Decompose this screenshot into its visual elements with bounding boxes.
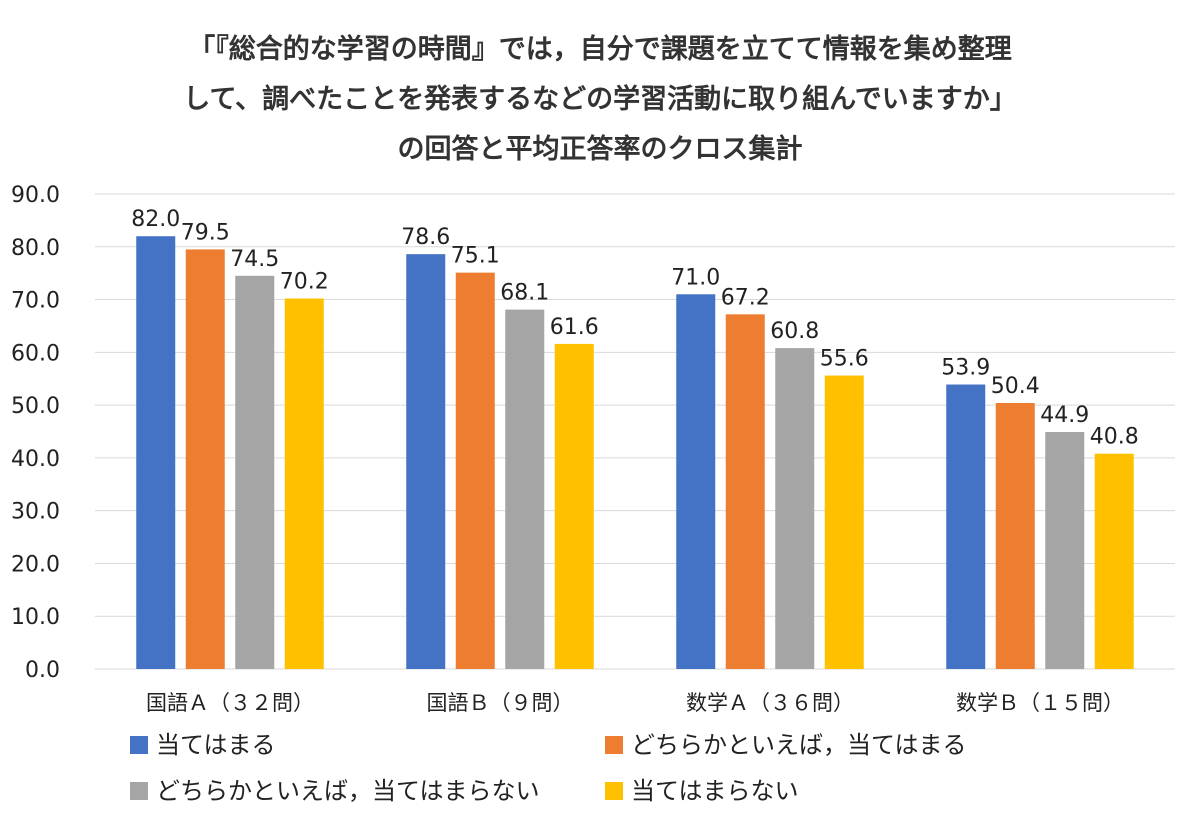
chart-title-line-3: の回答と平均正答率のクロス集計 xyxy=(398,133,803,165)
data-labels: 82.079.574.570.2 78.675.168.161.6 71.067.2… xyxy=(131,207,1138,449)
x-category-label: 数学Ａ（３６問） xyxy=(686,691,854,715)
data-label: 70.2 xyxy=(280,270,329,295)
bar-1-3 xyxy=(676,294,716,669)
data-label: 55.6 xyxy=(820,347,869,372)
chart-title: 「『総合的な学習の時間』では，自分で課題を立てて情報を集め整理して、調べたことを… xyxy=(183,33,1017,165)
data-label: 78.6 xyxy=(401,225,450,250)
bar-1-1 xyxy=(136,236,176,669)
y-tick-label: 0.0 xyxy=(25,658,60,683)
legend-label: どちらかといえば，当てはまる xyxy=(631,731,967,759)
data-label: 40.8 xyxy=(1090,425,1139,450)
y-tick-label: 60.0 xyxy=(11,341,60,366)
bar-4-3 xyxy=(824,375,864,669)
legend-swatch xyxy=(605,782,623,800)
data-label: 71.0 xyxy=(671,265,720,290)
x-category-label: 数学Ｂ（１５問） xyxy=(956,691,1124,715)
bar-3-3 xyxy=(775,348,815,669)
y-tick-label: 80.0 xyxy=(11,236,60,261)
data-label: 79.5 xyxy=(181,220,230,245)
bar-4-1 xyxy=(284,298,324,669)
y-tick-label: 20.0 xyxy=(11,552,60,577)
legend-label: どちらかといえば，当てはまらない xyxy=(156,777,540,805)
y-tick-label: 70.0 xyxy=(11,289,60,314)
bar-4-4 xyxy=(1094,453,1134,669)
bar-2-1 xyxy=(185,249,225,669)
bar-1-2 xyxy=(406,254,446,669)
y-tick-label: 10.0 xyxy=(11,605,60,630)
data-label: 50.4 xyxy=(991,374,1040,399)
data-label: 75.1 xyxy=(451,244,500,269)
bars xyxy=(136,236,1134,669)
bar-2-2 xyxy=(455,272,495,669)
bar-2-3 xyxy=(725,314,765,669)
chart-title-line-1: 「『総合的な学習の時間』では，自分で課題を立てて情報を集め整理 xyxy=(188,33,1012,65)
bar-4-2 xyxy=(554,343,594,669)
bar-3-1 xyxy=(235,275,275,669)
data-label: 68.1 xyxy=(500,281,549,306)
y-tick-label: 30.0 xyxy=(11,500,60,525)
legend-label: 当てはまる xyxy=(156,731,276,759)
data-label: 74.5 xyxy=(230,247,279,272)
legend-label: 当てはまらない xyxy=(631,777,799,805)
y-tick-label: 40.0 xyxy=(11,447,60,472)
bar-3-4 xyxy=(1045,432,1085,669)
data-label: 82.0 xyxy=(131,207,180,232)
x-category-label: 国語Ｂ（９問） xyxy=(427,691,574,715)
y-axis-ticks: 0.0 10.0 20.0 30.0 40.0 50.0 60.0 70.0 80.0 90.0 xyxy=(11,183,60,683)
data-label: 61.6 xyxy=(550,315,599,340)
grid-lines xyxy=(95,193,1175,670)
bar-3-2 xyxy=(505,309,545,669)
x-category-label: 国語Ａ（３２問） xyxy=(146,691,314,715)
x-axis-categories: 国語Ａ（３２問） 国語Ｂ（９問） 数学Ａ（３６問） 数学Ｂ（１５問） xyxy=(146,691,1124,715)
legend-item-3: どちらかといえば，当てはまらない xyxy=(130,777,540,805)
data-label: 60.8 xyxy=(770,319,819,344)
legend-swatch xyxy=(605,736,623,754)
data-label: 44.9 xyxy=(1040,403,1089,428)
legend-swatch xyxy=(130,782,148,800)
chart-title-line-2: して、調べたことを発表するなどの学習活動に取り組んでいますか」 xyxy=(183,83,1017,115)
legend-item-2: どちらかといえば，当てはまる xyxy=(605,731,967,759)
y-tick-label: 90.0 xyxy=(11,183,60,208)
y-tick-label: 50.0 xyxy=(11,394,60,419)
legend-item-4: 当てはまらない xyxy=(605,777,799,805)
legend-swatch xyxy=(130,736,148,754)
bar-2-4 xyxy=(995,403,1035,669)
data-label: 53.9 xyxy=(941,356,990,381)
bar-1-4 xyxy=(946,384,986,669)
legend-item-1: 当てはまる xyxy=(130,731,276,759)
data-label: 67.2 xyxy=(721,285,770,310)
